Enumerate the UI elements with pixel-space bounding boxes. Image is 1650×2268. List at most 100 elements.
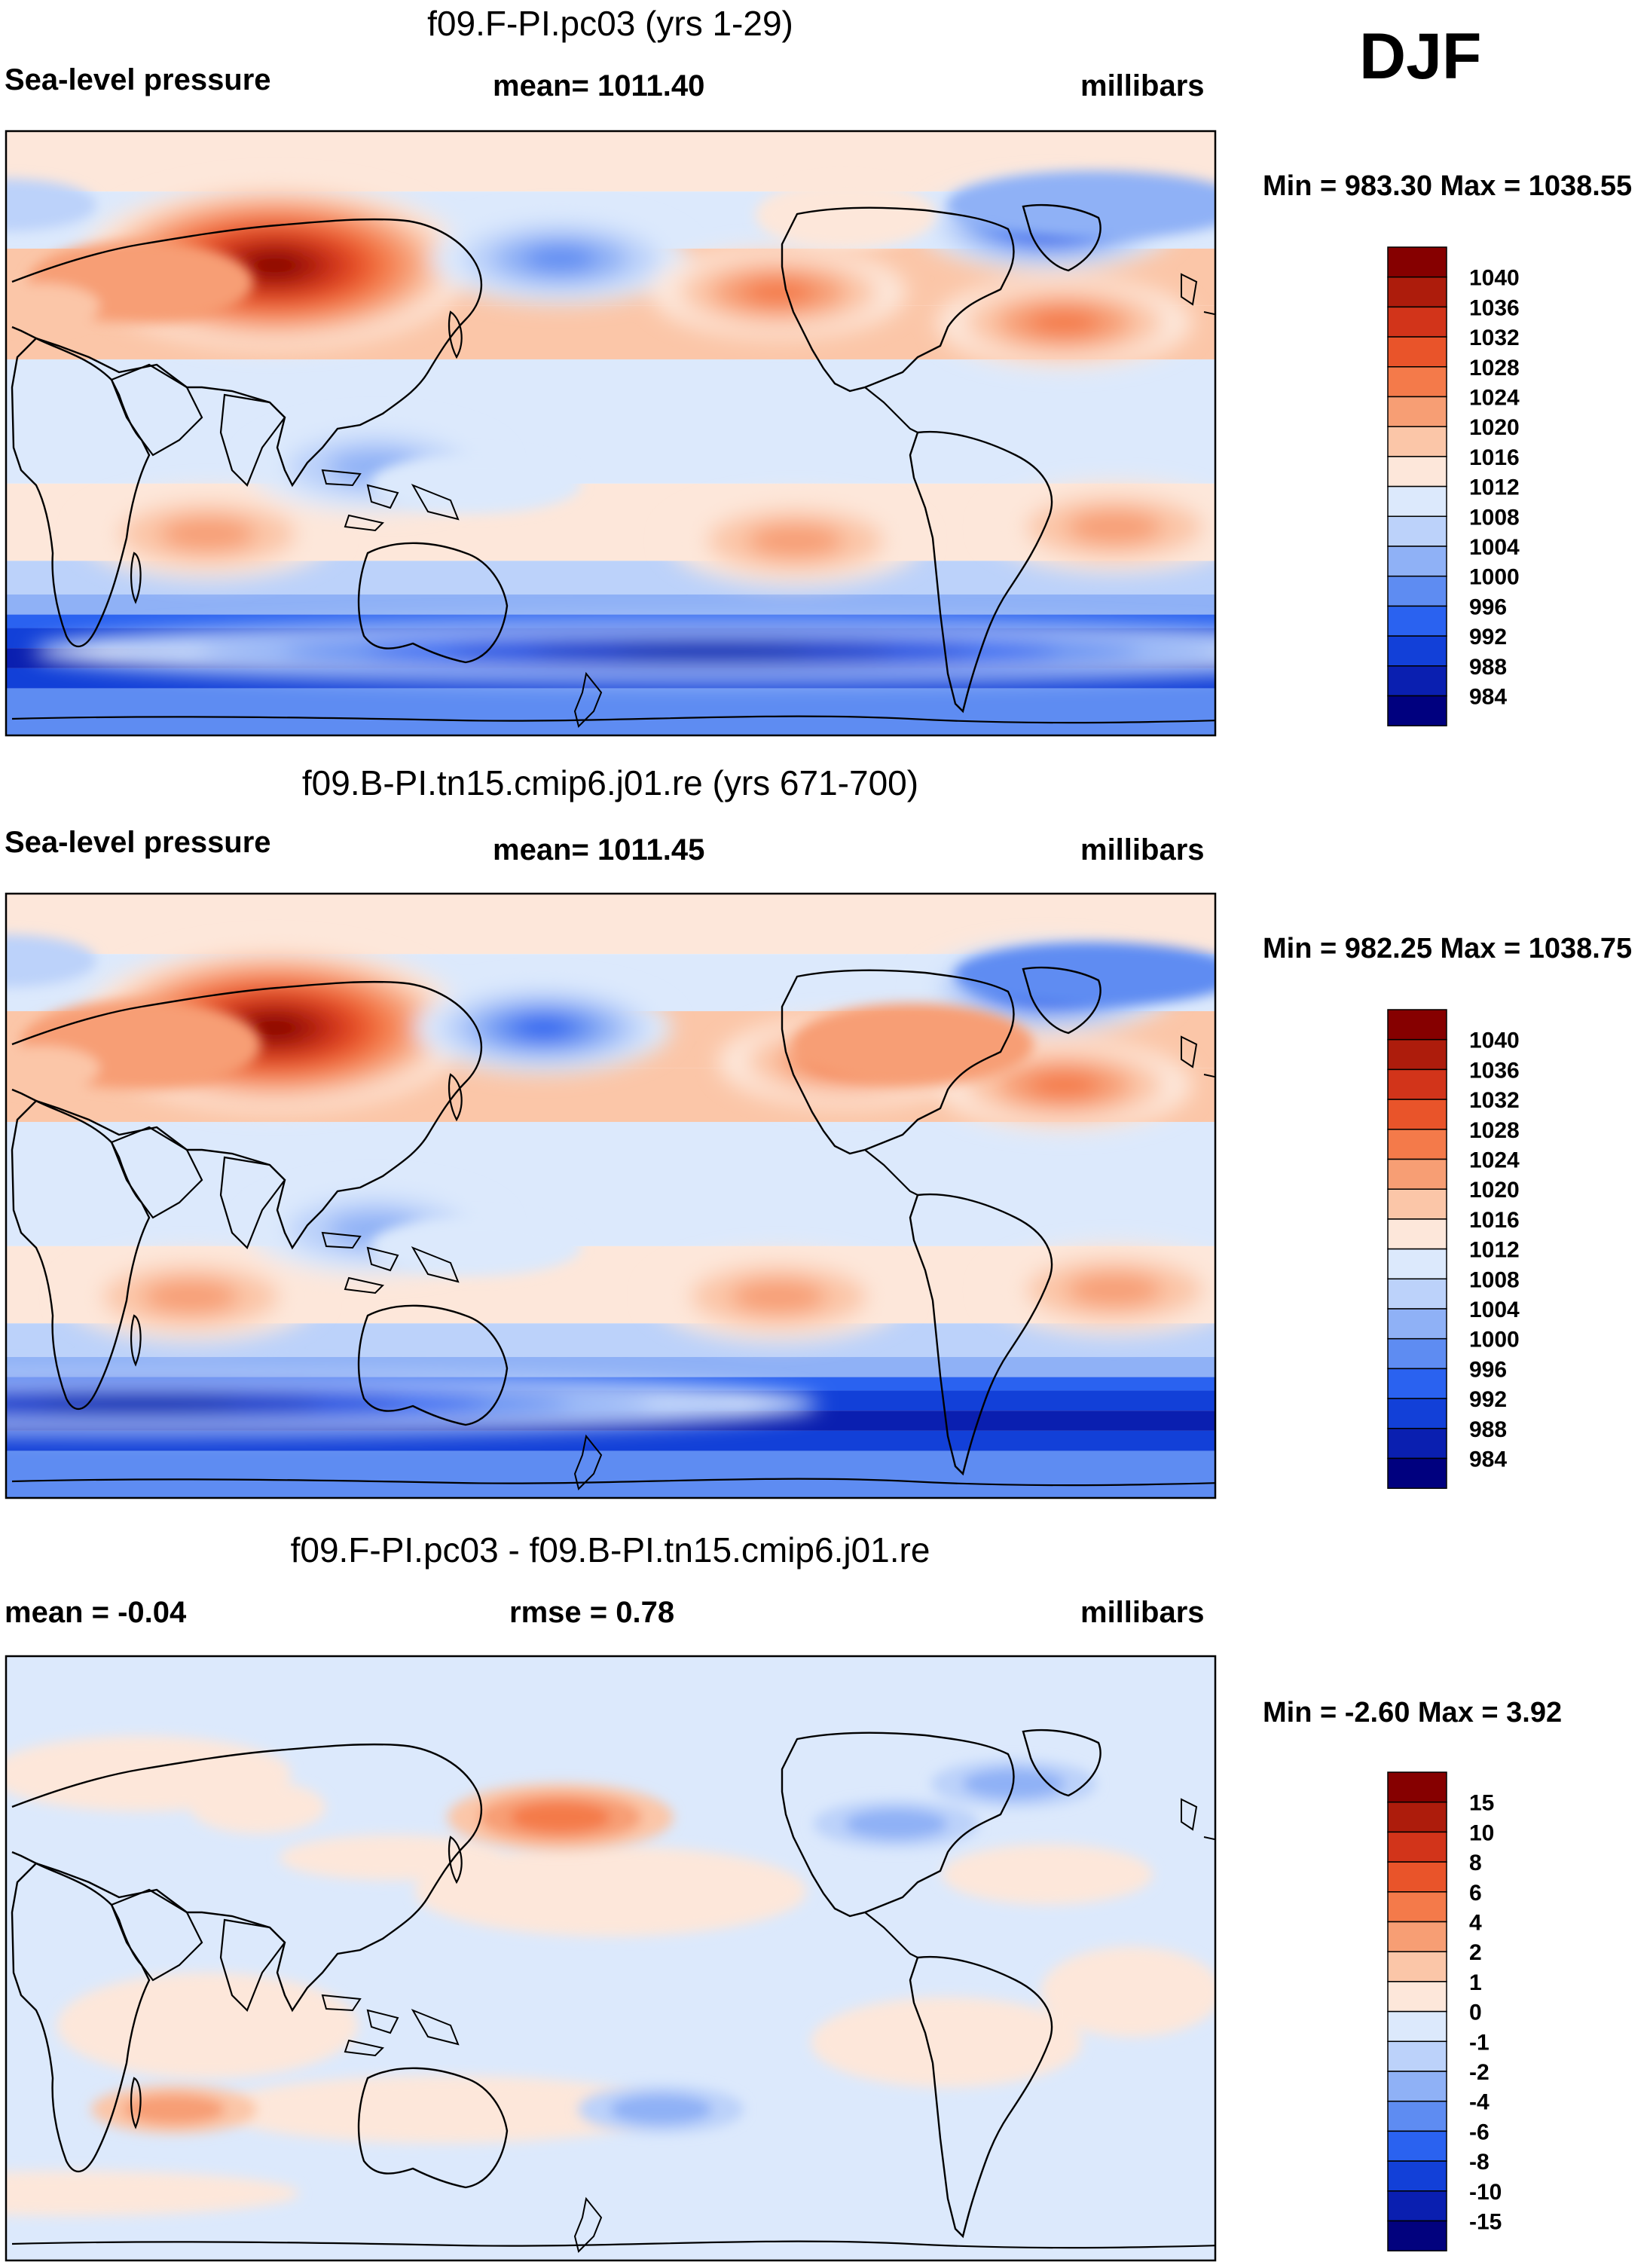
difference-contour [942,1844,1153,1905]
colorbar-box [1387,2010,1447,2043]
pressure-contour [955,942,1215,1006]
pressure-contour [755,181,937,249]
panel1-mean-label: mean= 1011.40 [493,69,705,102]
colorbar-box [1387,665,1447,697]
difference-contour [6,2170,300,2216]
colorbar-box [1387,456,1447,488]
colorbar-box [1387,1891,1447,1923]
colorbar-box [1387,2220,1447,2251]
colorbar-tick-label: 1024 [1469,1148,1520,1173]
colorbar-tick-label: 984 [1469,685,1507,710]
panel2-minmax: Min = 982.25 Max = 1038.75 [1263,933,1633,964]
panel1-map [5,130,1217,737]
panel3-units-label: millibars [1080,1596,1205,1629]
pressure-contour [246,1016,304,1041]
pressure-contour [792,1003,1034,1087]
colorbar-box [1387,336,1447,368]
colorbar-tick-label: 992 [1469,625,1507,650]
colorbar-tick-label: 1024 [1469,386,1520,411]
panel1-title: f09.F-PI.pc03 (yrs 1-29) [427,4,793,43]
colorbar-tick-label: 984 [1469,1447,1507,1472]
colorbar-box [1387,1129,1447,1160]
colorbar-tick-label: 1020 [1469,1178,1520,1203]
colorbar-box [1387,1337,1447,1370]
panel1-minmax: Min = 983.30 Max = 1038.55 [1263,170,1633,202]
field-band [6,1121,1215,1246]
colorbar-tick-label: 1036 [1469,1058,1520,1083]
pressure-contour [747,524,844,558]
pressure-contour [6,283,100,329]
colorbar-tick-label: 1004 [1469,1298,1520,1322]
colorbar-box [1387,1951,1447,1982]
difference-contour [414,1845,807,1936]
panel3-rmse-label: rmse = 0.78 [509,1596,675,1629]
colorbar-tick-label: 1016 [1469,445,1520,470]
colorbar-tick-label: 996 [1469,1357,1507,1382]
panel3-mean-label: mean = -0.04 [5,1596,187,1629]
difference-contour [57,1973,359,2079]
colorbar-tick-label: -2 [1469,2060,1490,2085]
colorbar-box [1387,1248,1447,1280]
colorbar-tick-label: 6 [1469,1881,1482,1906]
pressure-contour [1066,510,1163,545]
pressure-contour [371,453,582,514]
colorbar-box [1387,575,1447,607]
pressure-contour [246,253,304,278]
colorbar-box [1387,635,1447,667]
pressure-contour [514,1017,573,1039]
colorbar-tick-label: 1028 [1469,356,1520,381]
pressure-contour [371,1215,582,1276]
colorbar-tick-label: 1012 [1469,1238,1520,1263]
colorbar-box [1387,485,1447,518]
difference-contour [811,1997,1083,2088]
colorbar-box [1387,246,1447,278]
colorbar-tick-label: 1036 [1469,295,1520,320]
panel1-units-label: millibars [1080,69,1205,102]
panel2-mean-label: mean= 1011.45 [493,833,705,867]
pressure-contour [730,1279,827,1314]
colorbar-tick-label: 988 [1469,1417,1507,1442]
colorbar-box [1387,1218,1447,1250]
panel3-minmax: Min = -2.60 Max = 3.92 [1263,1697,1563,1729]
difference-contour [216,2075,669,2144]
colorbar-box [1387,2130,1447,2162]
pressure-contour [159,517,256,552]
colorbar-tick-label: 1008 [1469,1267,1520,1292]
field-band [6,894,1215,955]
colorbar-tick-label: 1012 [1469,475,1520,500]
colorbar-box [1387,515,1447,547]
colorbar-tick-label: 996 [1469,595,1507,619]
difference-contour [845,1809,948,1839]
field-band [6,1430,1215,1451]
pressure-contour [1066,1273,1163,1307]
pressure-contour [524,246,597,272]
pressure-contour [741,279,815,306]
colorbar-tick-label: -15 [1469,2210,1502,2235]
colorbar-tick-label: 1008 [1469,505,1520,530]
colorbar-box [1387,2190,1447,2222]
colorbar-box [1387,1921,1447,1952]
panel2-colorbar: 1040 1036 1032 1028 1024 1020 1016 1012 1008 1004… [1387,1009,1520,1489]
colorbar-tick-label: 1032 [1469,326,1520,350]
colorbar-box [1387,1831,1447,1863]
field-band [6,594,1215,615]
colorbar-tick-label: 8 [1469,1851,1482,1875]
colorbar-box [1387,2040,1447,2072]
colorbar-tick-label: 1020 [1469,415,1520,440]
colorbar-box [1387,2160,1447,2192]
colorbar-box [1387,1158,1447,1190]
panel2-units-label: millibars [1080,833,1205,867]
colorbar-box [1387,276,1447,308]
colorbar-box [1387,1428,1447,1460]
panel2-title: f09.B-PI.tn15.cmip6.j01.re (yrs 671-700) [301,763,919,802]
colorbar-tick-label: -6 [1469,2120,1490,2144]
colorbar-box [1387,366,1447,398]
pressure-contour [41,1399,240,1409]
colorbar-box [1387,1278,1447,1310]
colorbar-box [1387,396,1447,427]
panel3-map [5,1655,1217,2262]
colorbar-tick-label: 1032 [1469,1088,1520,1113]
colorbar-box [1387,1457,1447,1489]
pressure-contour [612,646,811,656]
